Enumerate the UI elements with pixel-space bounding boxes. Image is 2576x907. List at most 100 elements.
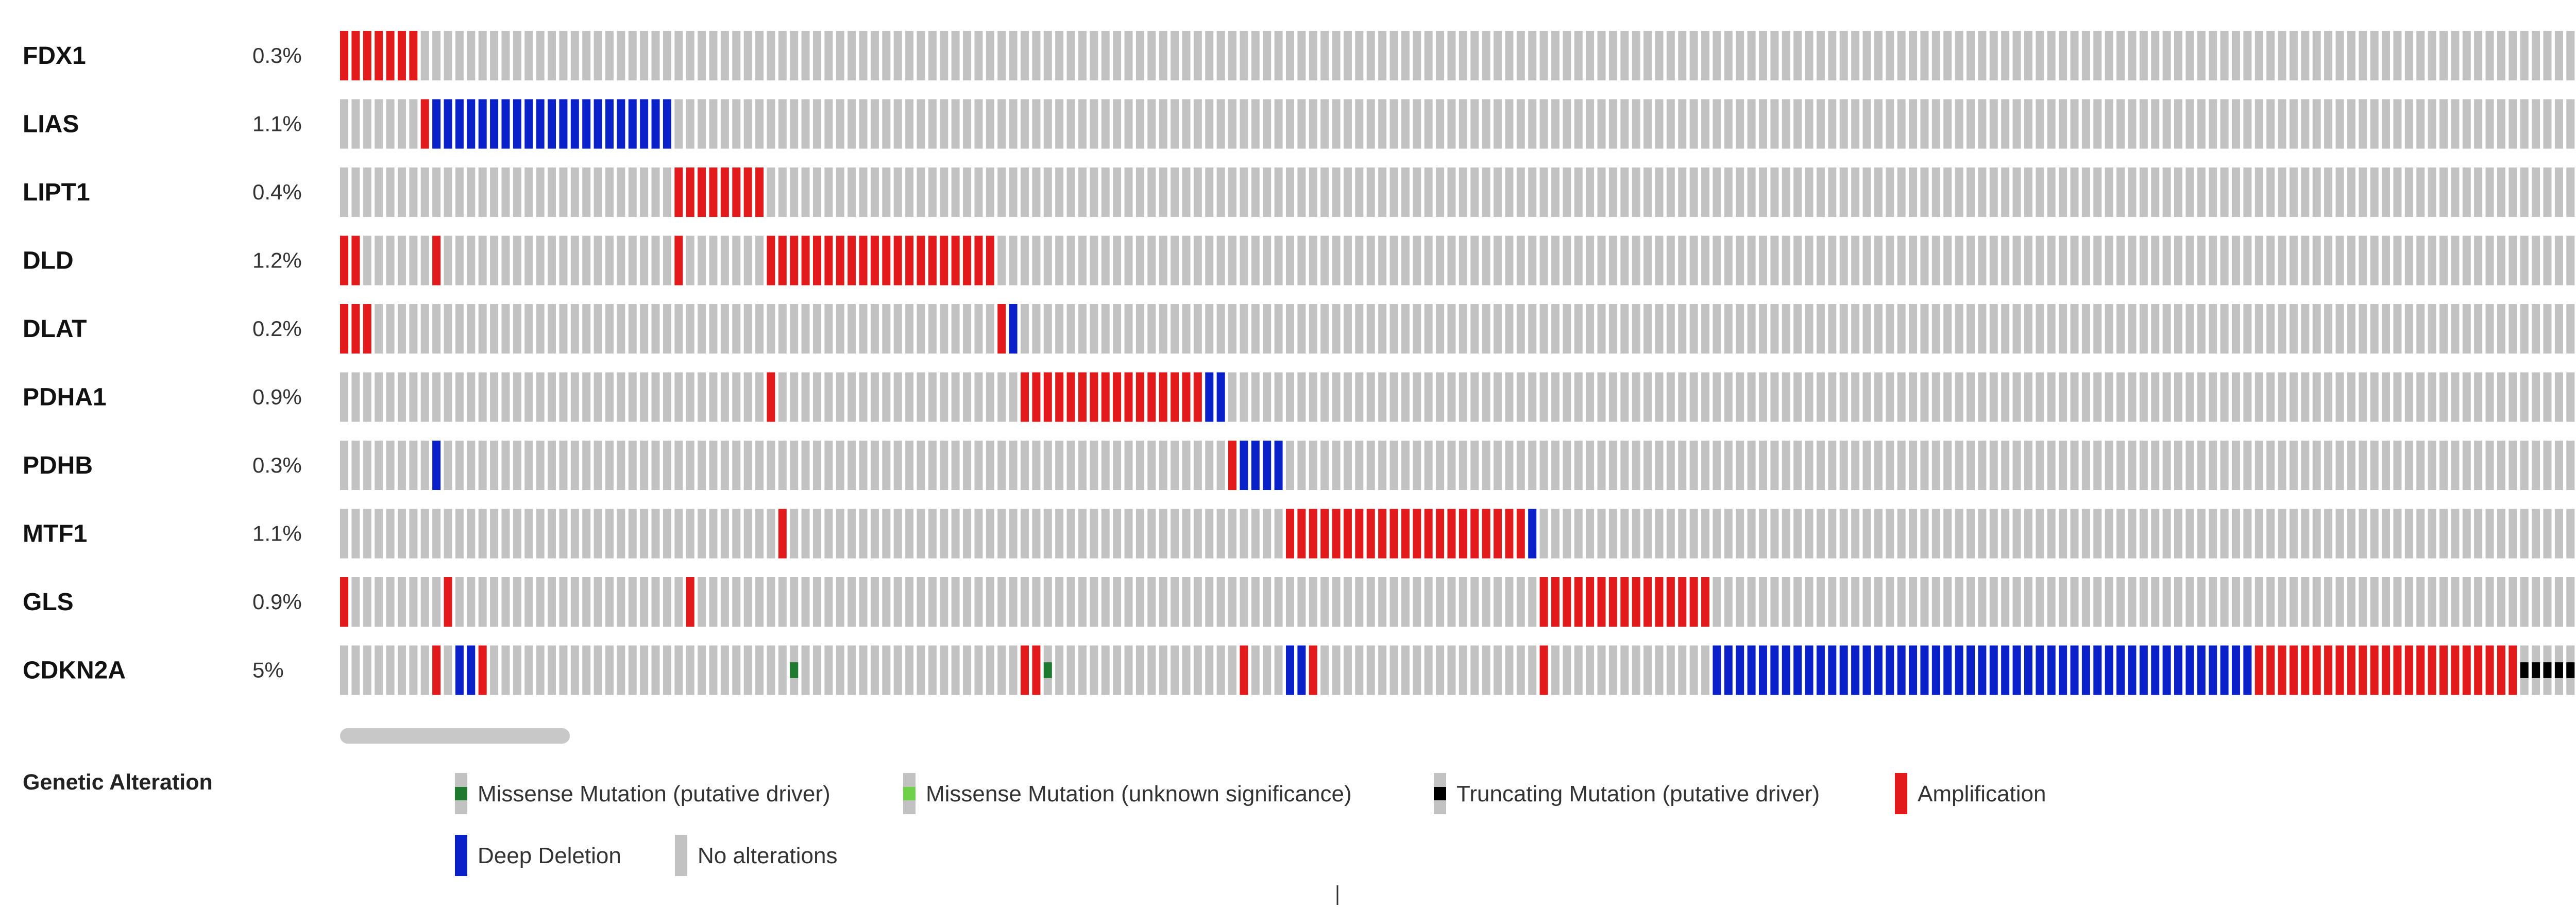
sample-cell[interactable] bbox=[1216, 167, 1225, 217]
sample-cell[interactable] bbox=[2105, 304, 2113, 354]
sample-cell[interactable] bbox=[1436, 441, 1445, 490]
sample-cell[interactable] bbox=[1436, 577, 1445, 627]
sample-cell[interactable] bbox=[524, 509, 533, 559]
sample-cell[interactable] bbox=[2070, 167, 2079, 217]
sample-cell[interactable] bbox=[2462, 509, 2471, 559]
sample-cell[interactable] bbox=[1955, 509, 1963, 559]
sample-cell[interactable] bbox=[1816, 645, 1825, 695]
sample-cell[interactable] bbox=[1193, 304, 1202, 354]
sample-cell[interactable] bbox=[940, 31, 948, 80]
sample-cell[interactable] bbox=[1066, 372, 1075, 422]
sample-cell[interactable] bbox=[1539, 441, 1548, 490]
sample-cell[interactable] bbox=[1678, 441, 1687, 490]
sample-cell[interactable] bbox=[1701, 372, 1710, 422]
sample-cell[interactable] bbox=[2243, 31, 2252, 80]
sample-cell[interactable] bbox=[2012, 509, 2021, 559]
sample-cell[interactable] bbox=[1805, 372, 1814, 422]
sample-cell[interactable] bbox=[478, 645, 487, 695]
sample-cell[interactable] bbox=[720, 304, 729, 354]
sample-cell[interactable] bbox=[963, 31, 972, 80]
sample-cell[interactable] bbox=[1113, 304, 1122, 354]
sample-cell[interactable] bbox=[1424, 577, 1433, 627]
sample-cell[interactable] bbox=[409, 236, 418, 285]
sample-cell[interactable] bbox=[2543, 577, 2552, 627]
sample-cell[interactable] bbox=[686, 236, 694, 285]
sample-cell[interactable] bbox=[870, 509, 879, 559]
sample-cell[interactable] bbox=[1182, 577, 1191, 627]
sample-cell[interactable] bbox=[1874, 577, 1883, 627]
sample-cell[interactable] bbox=[467, 31, 476, 80]
sample-cell[interactable] bbox=[594, 372, 602, 422]
sample-cell[interactable] bbox=[1909, 167, 1918, 217]
sample-cell[interactable] bbox=[812, 31, 821, 80]
sample-cell[interactable] bbox=[605, 372, 614, 422]
sample-cell[interactable] bbox=[1459, 372, 1467, 422]
sample-cell[interactable] bbox=[1171, 236, 1179, 285]
sample-cell[interactable] bbox=[2289, 509, 2298, 559]
sample-cell[interactable] bbox=[2509, 236, 2517, 285]
sample-cell[interactable] bbox=[490, 99, 499, 149]
sample-cell[interactable] bbox=[1066, 236, 1075, 285]
sample-cell[interactable] bbox=[2485, 167, 2494, 217]
sample-cell[interactable] bbox=[709, 577, 718, 627]
sample-cell[interactable] bbox=[536, 441, 545, 490]
sample-cell[interactable] bbox=[2081, 304, 2090, 354]
sample-cell[interactable] bbox=[2554, 99, 2563, 149]
sample-cell[interactable] bbox=[455, 645, 464, 695]
sample-cell[interactable] bbox=[1171, 31, 1179, 80]
sample-cell[interactable] bbox=[1205, 236, 1214, 285]
sample-cell[interactable] bbox=[1424, 167, 1433, 217]
sample-cell[interactable] bbox=[536, 509, 545, 559]
sample-cell[interactable] bbox=[2036, 236, 2044, 285]
sample-cell[interactable] bbox=[1090, 577, 1098, 627]
sample-cell[interactable] bbox=[2070, 99, 2079, 149]
sample-cell[interactable] bbox=[1643, 236, 1652, 285]
sample-cell[interactable] bbox=[2255, 167, 2263, 217]
sample-cell[interactable] bbox=[1482, 509, 1490, 559]
sample-cell[interactable] bbox=[1909, 509, 1918, 559]
sample-cell[interactable] bbox=[1608, 645, 1617, 695]
sample-cell[interactable] bbox=[375, 99, 383, 149]
sample-cell[interactable] bbox=[2359, 441, 2367, 490]
sample-cell[interactable] bbox=[870, 99, 879, 149]
sample-cell[interactable] bbox=[974, 304, 983, 354]
sample-cell[interactable] bbox=[2105, 372, 2113, 422]
sample-cell[interactable] bbox=[2289, 31, 2298, 80]
sample-cell[interactable] bbox=[2554, 236, 2563, 285]
sample-cell[interactable] bbox=[1193, 167, 1202, 217]
sample-cell[interactable] bbox=[1966, 372, 1975, 422]
sample-cell[interactable] bbox=[1782, 167, 1790, 217]
sample-cell[interactable] bbox=[859, 645, 868, 695]
sample-cell[interactable] bbox=[882, 304, 891, 354]
sample-cell[interactable] bbox=[720, 31, 729, 80]
sample-cell[interactable] bbox=[1851, 99, 1860, 149]
sample-cell[interactable] bbox=[2116, 31, 2125, 80]
sample-cell[interactable] bbox=[1078, 645, 1087, 695]
sample-cell[interactable] bbox=[1805, 509, 1814, 559]
sample-cell[interactable] bbox=[1782, 441, 1790, 490]
sample-cell[interactable] bbox=[1528, 577, 1537, 627]
sample-cell[interactable] bbox=[1516, 645, 1525, 695]
sample-cell[interactable] bbox=[2566, 236, 2575, 285]
sample-cell[interactable] bbox=[1482, 167, 1490, 217]
sample-cell[interactable] bbox=[617, 645, 625, 695]
sample-cell[interactable] bbox=[2151, 372, 2160, 422]
sample-cell[interactable] bbox=[859, 31, 868, 80]
sample-cell[interactable] bbox=[1285, 167, 1294, 217]
sample-cell[interactable] bbox=[1297, 645, 1306, 695]
sample-cell[interactable] bbox=[1989, 509, 1998, 559]
sample-cell[interactable] bbox=[698, 167, 706, 217]
sample-cell[interactable] bbox=[2151, 577, 2160, 627]
sample-cell[interactable] bbox=[1171, 509, 1179, 559]
sample-cell[interactable] bbox=[2393, 645, 2402, 695]
sample-cell[interactable] bbox=[1909, 441, 1918, 490]
sample-cell[interactable] bbox=[963, 645, 972, 695]
sample-cell[interactable] bbox=[2266, 645, 2275, 695]
sample-cell[interactable] bbox=[1608, 372, 1617, 422]
sample-cell[interactable] bbox=[686, 441, 694, 490]
sample-cell[interactable] bbox=[1966, 31, 1975, 80]
sample-cell[interactable] bbox=[1909, 577, 1918, 627]
sample-cell[interactable] bbox=[1770, 441, 1779, 490]
sample-cell[interactable] bbox=[340, 577, 348, 627]
sample-cell[interactable] bbox=[1228, 167, 1237, 217]
